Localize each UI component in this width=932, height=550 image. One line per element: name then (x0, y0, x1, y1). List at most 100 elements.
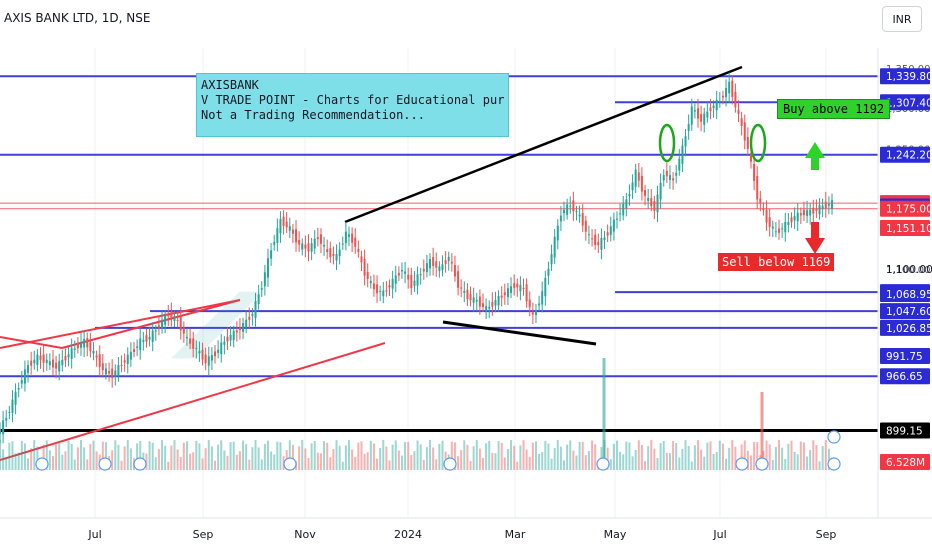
candle-body (432, 257, 435, 266)
volume-bar (36, 446, 39, 470)
candle-body (51, 359, 54, 368)
candle-body (23, 369, 26, 384)
volume-bar (260, 459, 263, 470)
volume-bar (525, 449, 528, 470)
candle-body (625, 199, 628, 209)
candle-body (725, 88, 728, 98)
candle-body (354, 237, 357, 247)
candle-body (167, 313, 170, 317)
price-label: 966.65 (886, 371, 923, 383)
volume-bar (248, 459, 251, 470)
volume-bar (341, 461, 344, 470)
candle-body (460, 287, 463, 289)
candle-body (11, 399, 14, 414)
price-label-bg (880, 303, 930, 320)
volume-bar (728, 447, 731, 470)
candle-body (189, 338, 192, 344)
candle-body (192, 338, 195, 349)
volume-bar (815, 445, 818, 470)
volume-bar (42, 444, 45, 470)
candle-body (404, 271, 407, 274)
candle-body (503, 292, 506, 296)
volume-bar (14, 453, 17, 470)
volume-bar (48, 450, 51, 470)
candle-body (466, 289, 469, 300)
candle-body (519, 284, 522, 292)
candlesticks (0, 72, 833, 444)
volume-bar (329, 457, 332, 470)
volume-bar (625, 441, 628, 470)
volume-spike (602, 358, 606, 470)
volume-bar (457, 456, 460, 470)
note-line-1: AXISBANK (201, 78, 259, 92)
candle-body (282, 216, 285, 226)
volume-bar (522, 440, 525, 470)
candle-body (690, 106, 693, 125)
volume-bar (332, 449, 335, 470)
candle-body (650, 198, 653, 207)
volume-bar (612, 443, 615, 470)
candle-body (572, 200, 575, 212)
volume-bar (304, 448, 307, 470)
volume-bar (89, 444, 92, 470)
candle-body (528, 299, 531, 308)
volume-bar (354, 456, 357, 470)
note-line-2: V TRADE POINT - Charts for Educational p… (201, 93, 504, 107)
volume-bar (684, 440, 687, 470)
volume-bar (167, 461, 170, 470)
green-oval-annotation (658, 123, 676, 163)
candle-body (447, 256, 450, 262)
candle-body (55, 362, 58, 369)
candle-body (338, 249, 341, 256)
volume-bar (659, 443, 662, 470)
candle-body (341, 243, 344, 245)
candle-body (762, 208, 765, 211)
volume-bar (313, 440, 316, 470)
currency-button[interactable]: INR (882, 6, 922, 32)
volume-bar (55, 442, 58, 470)
volume-bar (351, 449, 354, 470)
candle-body (697, 108, 700, 119)
candle-body (273, 241, 276, 246)
candle-body (774, 231, 777, 233)
candle-body (821, 205, 824, 209)
candle-body (578, 214, 581, 217)
candle-body (550, 254, 553, 265)
volume-bar (129, 448, 132, 470)
event-marker-icon (596, 457, 610, 471)
candle-body (581, 213, 584, 226)
volume-bar (145, 453, 148, 470)
volume-bar (64, 451, 67, 470)
volume-bar (432, 447, 435, 470)
candle-body (83, 338, 86, 348)
volume-bar (30, 448, 33, 470)
candle-body (391, 278, 394, 289)
candle-body (201, 349, 204, 360)
candle-body (263, 272, 266, 287)
volume-bar (76, 447, 79, 470)
candle-body (444, 260, 447, 264)
candle-body (824, 201, 827, 209)
volume-bar (472, 446, 475, 470)
candle-body (802, 210, 805, 216)
candle-body (662, 175, 665, 181)
candle-body (157, 325, 160, 328)
candle-body (743, 122, 746, 141)
volume-bar (151, 442, 154, 470)
channel-box (170, 291, 264, 359)
candle-body (556, 225, 559, 241)
candle-body (628, 194, 631, 197)
volume-bar (544, 440, 547, 470)
candle-body (126, 354, 129, 365)
candle-body (5, 417, 8, 421)
price-label: 1,026.85 (886, 323, 932, 335)
candle-body (394, 275, 397, 284)
volume-bar (204, 448, 207, 470)
candle-body (553, 236, 556, 258)
volume-bar (407, 441, 410, 470)
volume-bar (584, 455, 587, 470)
candle-body (254, 300, 257, 319)
volume-bar (376, 458, 379, 470)
candle-body (759, 198, 762, 204)
